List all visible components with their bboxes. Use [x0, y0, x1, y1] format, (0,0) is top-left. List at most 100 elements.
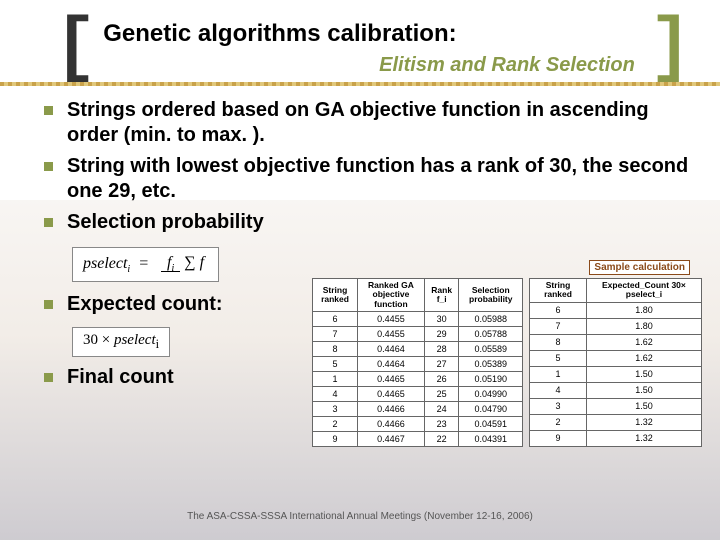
table-cell: 0.4466 [358, 402, 425, 417]
table-cell: 1.32 [586, 430, 701, 446]
bullet-text: Expected count: [67, 292, 223, 317]
table-cell: 0.04990 [459, 387, 523, 402]
table-cell: 5 [313, 357, 358, 372]
table-cell: 28 [424, 342, 459, 357]
table-cell: 8 [530, 334, 587, 350]
table-left: String rankedRanked GA objective functio… [312, 278, 523, 447]
table-row: 41.50 [530, 382, 702, 398]
table-cell: 5 [530, 350, 587, 366]
table-row: 11.50 [530, 366, 702, 382]
table-cell: 1.32 [586, 414, 701, 430]
table-cell: 27 [424, 357, 459, 372]
table-cell: 4 [313, 387, 358, 402]
formula-lhs: pselect [83, 255, 127, 272]
table-cell: 6 [530, 302, 587, 318]
bullet-icon [44, 162, 53, 171]
table-cell: 2 [530, 414, 587, 430]
table-row: 81.62 [530, 334, 702, 350]
table-row: 10.4465260.05190 [313, 372, 523, 387]
bullet-icon [44, 218, 53, 227]
table-row: 40.4465250.04990 [313, 387, 523, 402]
table-right: String rankedExpected_Count 30× pselect_… [529, 278, 702, 447]
table-row: 31.50 [530, 398, 702, 414]
slide-content: [ Genetic algorithms calibration: Elitis… [0, 0, 720, 390]
table-cell: 24 [424, 402, 459, 417]
formula-pselect: pselecti = fi ∑ f [72, 247, 219, 282]
table-row: 30.4466240.04790 [313, 402, 523, 417]
bracket-left-icon: [ [54, 18, 97, 78]
formula-den: ∑ f [184, 254, 204, 271]
formula-num-sub: i [171, 263, 174, 274]
formula-sub: i [127, 264, 130, 275]
table-header: String ranked [313, 279, 358, 312]
table-cell: 26 [424, 372, 459, 387]
table-cell: 1.80 [586, 318, 701, 334]
table-header: Ranked GA objective function [358, 279, 425, 312]
bullet-text: Strings ordered based on GA objective fu… [67, 98, 696, 148]
table-cell: 0.04790 [459, 402, 523, 417]
bullet-text: String with lowest objective function ha… [67, 154, 696, 204]
title-block: [ Genetic algorithms calibration: Elitis… [0, 0, 720, 82]
table-cell: 0.4455 [358, 312, 425, 327]
table-header: Rank f_i [424, 279, 459, 312]
table-cell: 22 [424, 432, 459, 447]
tables-block: String rankedRanked GA objective functio… [312, 278, 702, 447]
table-cell: 7 [530, 318, 587, 334]
formula-var: pselect [114, 332, 156, 348]
divider-rule [0, 82, 720, 86]
bracket-right-icon: ] [649, 18, 692, 78]
table-cell: 0.05988 [459, 312, 523, 327]
table-cell: 1.50 [586, 382, 701, 398]
table-cell: 25 [424, 387, 459, 402]
table-row: 60.4455300.05988 [313, 312, 523, 327]
table-row: 80.4464280.05589 [313, 342, 523, 357]
table-cell: 1.62 [586, 350, 701, 366]
table-cell: 1.62 [586, 334, 701, 350]
table-cell: 4 [530, 382, 587, 398]
table-cell: 0.4465 [358, 372, 425, 387]
table-row: 20.4466230.04591 [313, 417, 523, 432]
table-cell: 0.4455 [358, 327, 425, 342]
table-header: String ranked [530, 279, 587, 303]
table-cell: 30 [424, 312, 459, 327]
sample-calc-label: Sample calculation [589, 260, 690, 275]
table-cell: 1.80 [586, 302, 701, 318]
bullet-text: Final count [67, 365, 174, 390]
table-row: 51.62 [530, 350, 702, 366]
table-cell: 7 [313, 327, 358, 342]
table-cell: 0.04591 [459, 417, 523, 432]
table-cell: 0.4465 [358, 387, 425, 402]
bullet-text: Selection probability [67, 210, 264, 235]
table-cell: 0.05589 [459, 342, 523, 357]
table-cell: 0.4467 [358, 432, 425, 447]
table-row: 71.80 [530, 318, 702, 334]
table-cell: 6 [313, 312, 358, 327]
table-row: 90.4467220.04391 [313, 432, 523, 447]
table-cell: 1.50 [586, 366, 701, 382]
table-cell: 0.4464 [358, 342, 425, 357]
formula-expected: 30 × pselecti [72, 327, 170, 357]
table-cell: 3 [530, 398, 587, 414]
table-cell: 0.4464 [358, 357, 425, 372]
formula-var-sub: i [156, 337, 159, 351]
table-row: 70.4455290.05788 [313, 327, 523, 342]
table-header: Selection probability [459, 279, 523, 312]
bullet-icon [44, 106, 53, 115]
table-cell: 8 [313, 342, 358, 357]
bullet-icon [44, 300, 53, 309]
bullet-item: String with lowest objective function ha… [44, 154, 696, 204]
table-cell: 0.05788 [459, 327, 523, 342]
table-row: 50.4464270.05389 [313, 357, 523, 372]
table-cell: 3 [313, 402, 358, 417]
table-cell: 29 [424, 327, 459, 342]
table-cell: 2 [313, 417, 358, 432]
bullet-item: Strings ordered based on GA objective fu… [44, 98, 696, 148]
table-cell: 1.50 [586, 398, 701, 414]
table-cell: 0.4466 [358, 417, 425, 432]
slide-title: Genetic algorithms calibration: [103, 20, 643, 48]
slide-subtitle: Elitism and Rank Selection [103, 54, 643, 77]
table-cell: 0.04391 [459, 432, 523, 447]
formula-coef: 30 × [83, 332, 114, 348]
bullet-item: Selection probability [44, 210, 696, 235]
table-cell: 9 [530, 430, 587, 446]
